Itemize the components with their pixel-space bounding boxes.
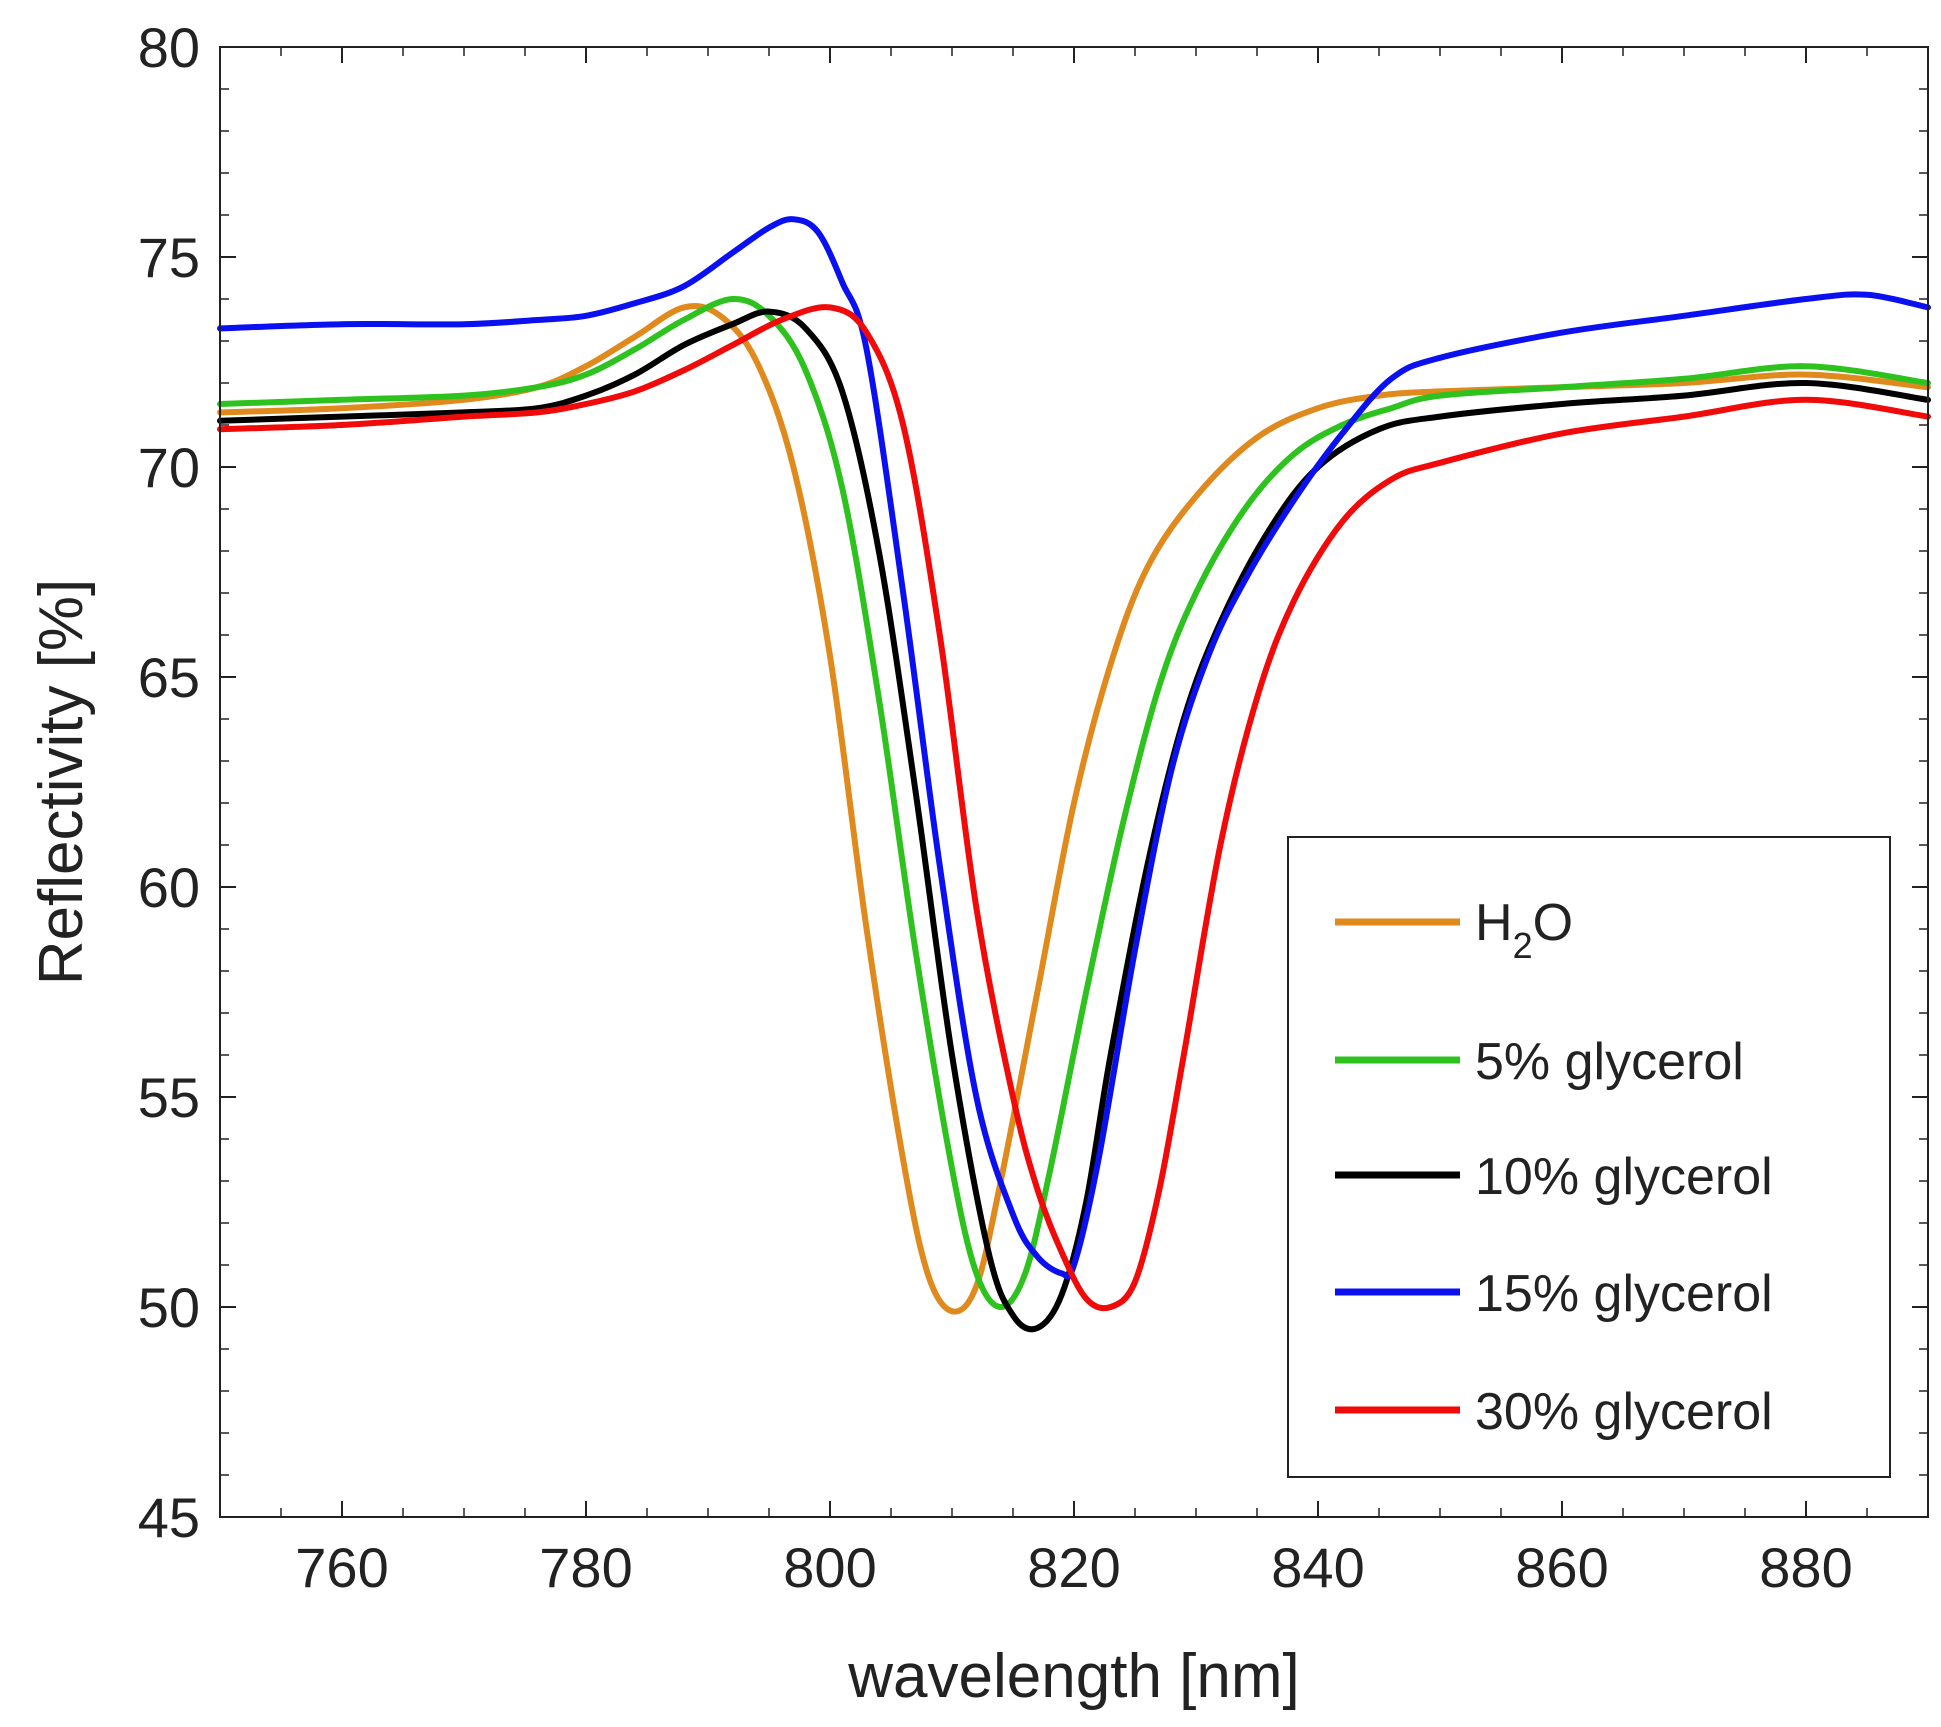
legend-label-h2o-main: H bbox=[1475, 894, 1513, 952]
legend: H2O 5% glycerol 10% glycerol 15% glycero… bbox=[1287, 836, 1891, 1478]
x-tick-label-800: 800 bbox=[783, 1536, 876, 1599]
legend-label-h2o-tail: O bbox=[1533, 894, 1573, 952]
y-tick-label-60: 60 bbox=[138, 856, 200, 919]
y-tick-label-65: 65 bbox=[138, 646, 200, 709]
series-layer bbox=[217, 216, 1931, 1333]
legend-label-h2o-subscript: 2 bbox=[1513, 925, 1533, 966]
legend-label-30pct: 30% glycerol bbox=[1475, 1383, 1773, 1441]
y-tick-label-55: 55 bbox=[138, 1066, 200, 1129]
series-line-30pct-glycerol bbox=[217, 304, 1931, 1312]
legend-label-h2o: H2O bbox=[1475, 894, 1573, 966]
series-line-15pct-glycerol bbox=[217, 216, 1931, 1280]
x-tick-label-820: 820 bbox=[1027, 1536, 1120, 1599]
legend-label-5pct: 5% glycerol bbox=[1475, 1033, 1744, 1091]
plot-area-frame bbox=[219, 46, 1929, 1518]
y-tick-label-80: 80 bbox=[138, 16, 200, 79]
series-line-h2o bbox=[217, 302, 1931, 1315]
series-line-5pct-glycerol bbox=[217, 295, 1931, 1310]
x-tick-label-840: 840 bbox=[1271, 1536, 1364, 1599]
x-tick-label-760: 760 bbox=[295, 1536, 388, 1599]
series-line-10pct-glycerol bbox=[217, 308, 1931, 1333]
legend-box bbox=[1287, 836, 1891, 1478]
legend-label-15pct: 15% glycerol bbox=[1475, 1265, 1773, 1323]
y-axis-label: Reflectivity [%] bbox=[27, 579, 96, 986]
x-tick-label-780: 780 bbox=[539, 1536, 632, 1599]
ticks-layer: 760 780 800 820 840 860 880 45 50 55 60 65 70 75 80 bbox=[138, 16, 1928, 1599]
y-tick-label-70: 70 bbox=[138, 436, 200, 499]
y-tick-label-75: 75 bbox=[138, 226, 200, 289]
x-tick-label-860: 860 bbox=[1515, 1536, 1608, 1599]
legend-label-10pct: 10% glycerol bbox=[1475, 1148, 1773, 1206]
y-tick-label-45: 45 bbox=[138, 1486, 200, 1549]
y-tick-label-50: 50 bbox=[138, 1276, 200, 1339]
x-tick-label-880: 880 bbox=[1759, 1536, 1852, 1599]
x-axis-label: wavelength [nm] bbox=[847, 1642, 1299, 1711]
